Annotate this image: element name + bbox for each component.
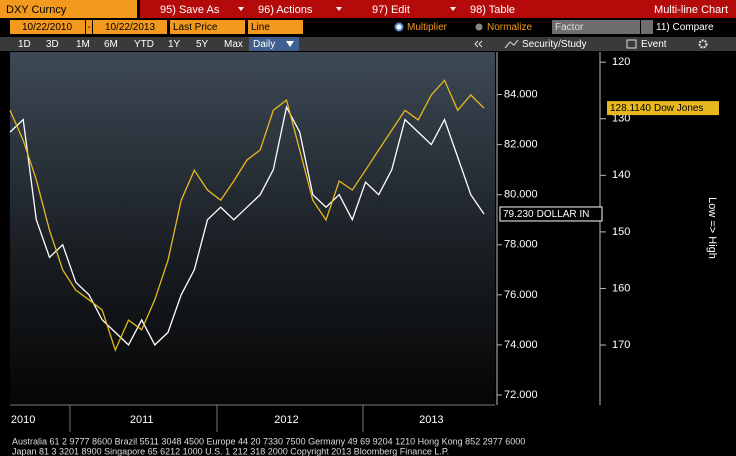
menu-item[interactable]: 96) Actions xyxy=(258,4,313,16)
y2-tick-label: 140 xyxy=(612,169,630,181)
option: Normalize xyxy=(487,22,532,33)
plot-area xyxy=(10,52,495,405)
x-tick-label: 2012 xyxy=(274,414,298,426)
series-line xyxy=(9,79,485,352)
start-date: 10/22/2010 xyxy=(22,22,72,33)
factor-drop[interactable] xyxy=(641,20,653,34)
end-label: 128.1140 Dow Jones xyxy=(610,103,703,114)
security: DXY Curncy xyxy=(6,4,67,16)
menu-arrow xyxy=(336,7,342,11)
security-box[interactable] xyxy=(0,0,137,18)
field: Last Price xyxy=(173,22,218,33)
y-tick-label: 72.000 xyxy=(504,389,538,401)
end-date: 10/22/2013 xyxy=(105,22,155,33)
y-tick-label: 74.000 xyxy=(504,339,538,351)
frequency: Daily xyxy=(253,39,275,50)
radio-normalize[interactable] xyxy=(475,23,483,31)
y-tick-label: 84.000 xyxy=(504,88,538,100)
date-sep: - xyxy=(87,22,90,33)
end-label-box xyxy=(607,101,719,116)
footer: Australia 61 2 9777 8600 Brazil 5511 304… xyxy=(12,436,525,446)
ranges: 1D 3D 1M 6M YTD 1Y 5Y Max xyxy=(18,39,243,50)
dropdown-arrow xyxy=(286,41,294,47)
range-bar xyxy=(0,37,736,51)
radio-multiplier[interactable] xyxy=(394,22,404,32)
y2-tick-label: 150 xyxy=(612,226,630,238)
y-tick-label: 78.000 xyxy=(504,239,538,251)
end-value: 128.1140 xyxy=(610,103,651,114)
y2-tick-label: 120 xyxy=(612,56,630,68)
range-button[interactable]: 1M xyxy=(76,39,90,50)
range-button[interactable]: 1Y xyxy=(168,39,181,50)
legend-name: DOLLAR IN xyxy=(537,209,590,220)
collapse-icon[interactable] xyxy=(474,40,483,48)
settings-icon[interactable] xyxy=(698,39,708,49)
end-value: 79.230 xyxy=(503,209,534,220)
end-label: 79.230 DOLLAR IN xyxy=(503,209,589,220)
range-button[interactable]: YTD xyxy=(134,39,154,50)
menu-arrow xyxy=(238,7,244,11)
y2-tick-label: 130 xyxy=(612,113,630,125)
menu-item[interactable]: 98) Table xyxy=(470,4,515,16)
y-tick-label: 80.000 xyxy=(504,189,538,201)
y2-tick-label: 160 xyxy=(612,282,630,294)
range-button[interactable]: Max xyxy=(224,39,243,50)
date-sep-box xyxy=(86,20,92,34)
menu-item[interactable]: 97) Edit xyxy=(372,4,410,16)
study-icon xyxy=(504,39,519,49)
x-tick-label: 2013 xyxy=(419,414,443,426)
style-box[interactable] xyxy=(248,20,303,34)
end-label-box xyxy=(499,206,603,222)
series-line xyxy=(9,105,485,346)
factor: Factor xyxy=(555,22,584,33)
menu: 95) Save As 96) Actions 97) Edit 98) Table xyxy=(160,4,515,16)
range-button[interactable]: 5Y xyxy=(196,39,209,50)
frequency-box[interactable] xyxy=(249,37,299,51)
range-button[interactable]: 6M xyxy=(104,39,118,50)
legend-name: Dow Jones xyxy=(654,103,703,114)
y-tick-label: 82.000 xyxy=(504,139,538,151)
compare[interactable]: 11) Compare xyxy=(656,22,714,33)
chart-kind: Multi-line Chart xyxy=(654,4,728,16)
tool[interactable]: Security/Study xyxy=(522,39,586,50)
factor-box[interactable] xyxy=(552,20,640,34)
range-button[interactable]: 1D xyxy=(18,39,31,50)
footer: Japan 81 3 3201 8900 Singapore 65 6212 1… xyxy=(12,446,449,456)
menu-item[interactable]: 95) Save As xyxy=(160,4,220,16)
x-tick-label: 2010 xyxy=(11,414,35,426)
menu-arrow xyxy=(450,7,456,11)
field-box[interactable] xyxy=(170,20,245,34)
y-tick-label: 76.000 xyxy=(504,289,538,301)
y2-axis-title: Low => High xyxy=(706,197,718,259)
menu-bar xyxy=(140,0,736,18)
range-button[interactable]: 3D xyxy=(46,39,59,50)
tool[interactable]: Event xyxy=(641,39,667,50)
y2-tick-label: 170 xyxy=(612,339,630,351)
style: Line xyxy=(251,22,270,33)
event-icon xyxy=(626,39,637,49)
x-tick-label: 2011 xyxy=(130,414,154,426)
option: Multiplier xyxy=(407,22,448,33)
start-date-box[interactable] xyxy=(10,20,85,34)
end-date-box[interactable] xyxy=(93,20,167,34)
